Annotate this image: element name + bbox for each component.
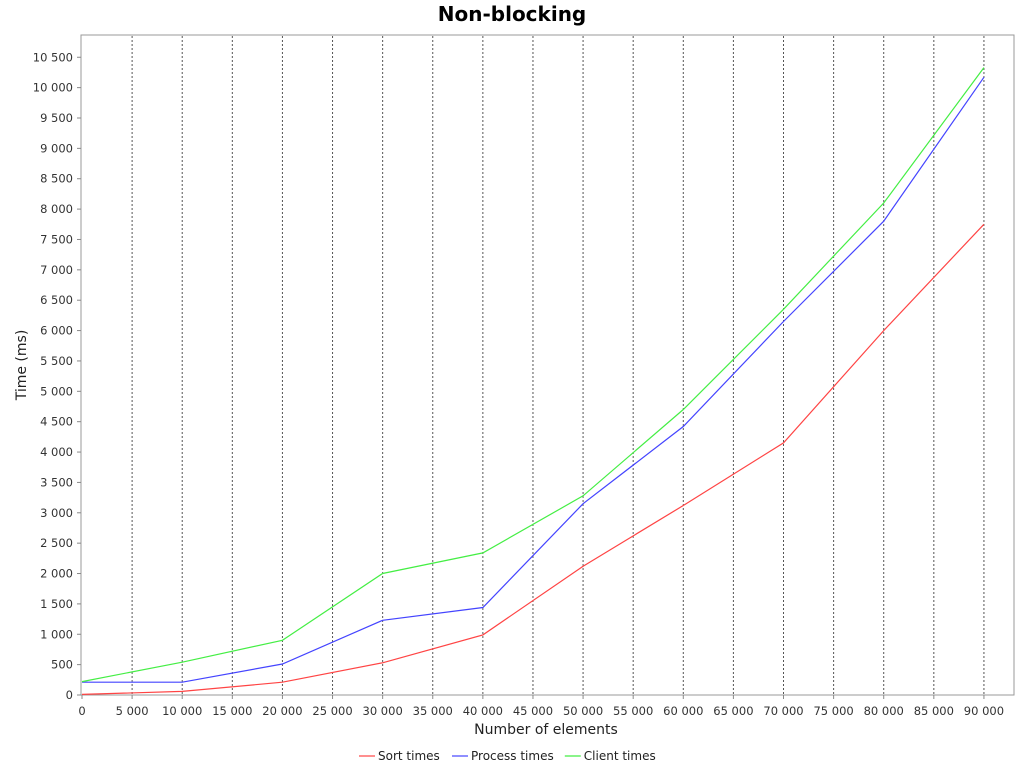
y-tick-label: 5 000 [40,384,73,398]
y-tick-label: 1 500 [40,597,73,611]
x-tick-label: 30 000 [363,704,403,718]
y-tick-label: 8 000 [40,202,73,216]
series-line-process-times [82,76,985,683]
series-line-sort-times [81,223,985,695]
x-axis-label: Number of elements [474,722,618,738]
y-tick-label: 10 000 [33,81,73,95]
grid-lines [131,36,985,694]
y-tick-label: 2 000 [40,567,73,581]
y-tick-label: 3 500 [40,475,73,489]
x-tick-label: 65 000 [713,704,753,718]
x-tick-label: 85 000 [914,704,954,718]
y-tick-label: 6 500 [40,293,73,307]
y-tick-label: 9 000 [40,141,73,155]
x-tick-label: 90 000 [964,704,1004,718]
x-tick-label: 80 000 [864,704,904,718]
series-line-client-times [81,67,985,683]
y-tick-label: 4 000 [40,445,73,459]
x-tick-label: 25 000 [312,704,352,718]
x-tick-label: 15 000 [212,704,252,718]
x-tick-label: 0 [78,704,85,718]
y-tick-label: 4 500 [40,415,73,429]
y-tick-label: 1 000 [40,627,73,641]
y-tick-label: 7 000 [40,263,73,277]
y-tick-label: 2 500 [40,536,73,550]
x-tick-label: 5 000 [116,704,149,718]
y-tick-label: 8 500 [40,172,73,186]
x-tick-label: 50 000 [563,704,603,718]
y-tick-label: 0 [66,688,73,702]
plot-area [80,34,1015,696]
x-tick-label: 45 000 [513,704,553,718]
legend-label-sort-times: Sort times [378,749,440,763]
x-tick-label: 70 000 [763,704,803,718]
y-axis-label: Time (ms) [14,330,30,402]
chart-title: Non-blocking [438,2,587,26]
legend-label-process-times: Process times [471,749,554,763]
legend: Sort times Process times Client times [359,749,656,763]
legend-label-client-times: Client times [584,749,656,763]
x-tick-label: 10 000 [162,704,202,718]
x-axis-ticks: 0 5 000 10 000 15 000 20 000 25 000 30 000 35 0… [78,695,1004,718]
y-tick-label: 10 500 [33,50,73,64]
x-tick-label: 20 000 [262,704,302,718]
x-tick-label: 60 000 [663,704,703,718]
y-tick-label: 6 000 [40,324,73,338]
x-tick-label: 35 000 [413,704,453,718]
y-tick-label: 500 [51,658,73,672]
y-axis-ticks: 0 500 1 000 1 500 2 000 2 500 3 000 3 500 4 000 4… [33,50,81,702]
series-lines [81,67,985,695]
y-tick-label: 7 500 [40,232,73,246]
x-tick-label: 40 000 [463,704,503,718]
y-tick-label: 5 500 [40,354,73,368]
y-tick-label: 9 500 [40,111,73,125]
x-tick-label: 75 000 [813,704,853,718]
x-tick-label: 55 000 [613,704,653,718]
y-tick-label: 3 000 [40,506,73,520]
